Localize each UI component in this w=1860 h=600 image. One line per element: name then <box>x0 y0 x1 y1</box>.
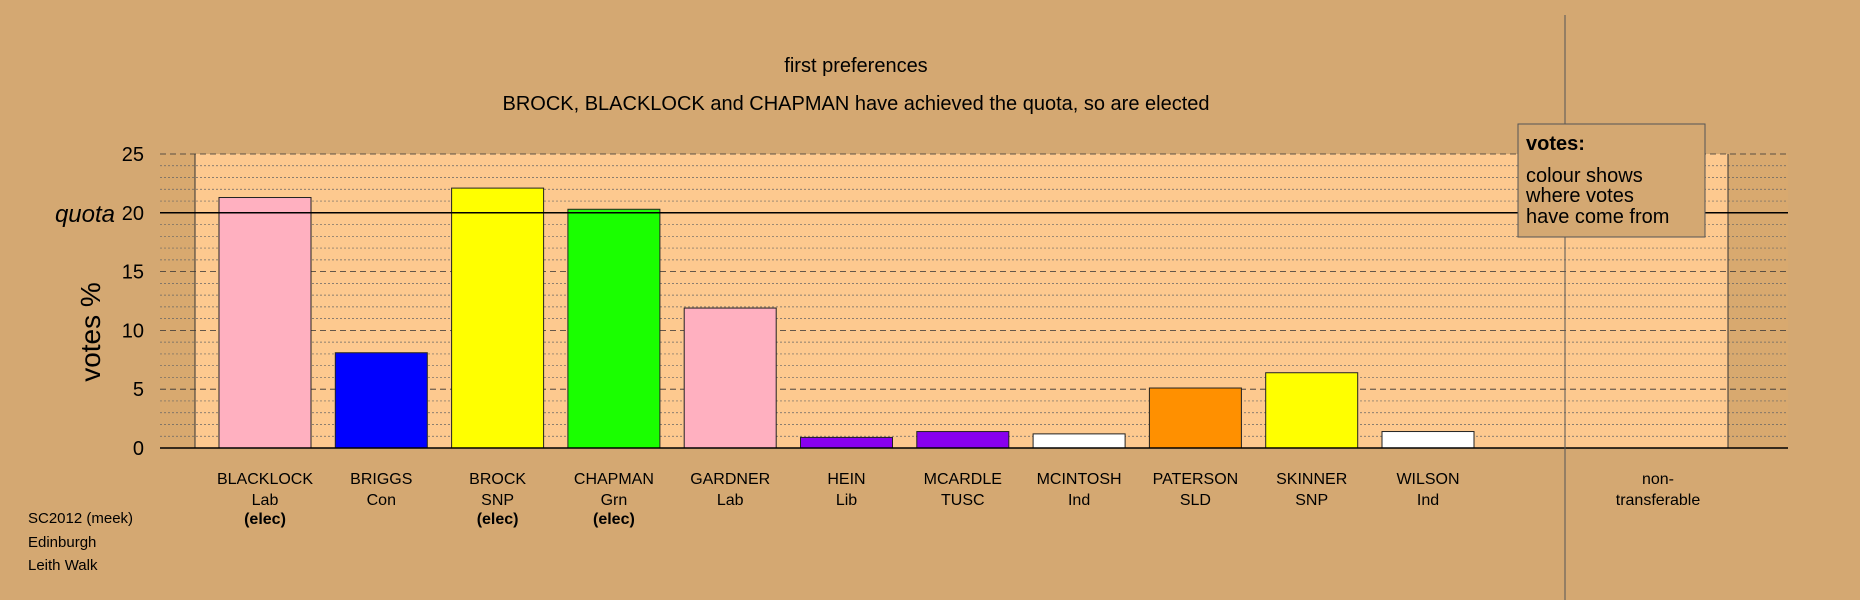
y-tick-label: 15 <box>122 262 144 284</box>
x-tick-label: MCARDLE <box>924 471 1002 488</box>
chart-subtitle: BROCK, BLACKLOCK and CHAPMAN have achiev… <box>502 93 1209 115</box>
chart-title: first preferences <box>784 55 927 77</box>
x-tick-label: PATERSON <box>1153 471 1239 488</box>
party-label: Ind <box>1417 492 1439 509</box>
party-label: Ind <box>1068 492 1090 509</box>
bar-blacklock <box>218 197 312 449</box>
nontransferable-label: transferable <box>1616 492 1701 509</box>
legend-line: colour shows <box>1526 165 1643 187</box>
plot-side-panel <box>1728 154 1788 448</box>
legend-title: votes: <box>1526 133 1585 155</box>
bar-paterson <box>1148 387 1242 449</box>
party-label: Con <box>367 492 396 509</box>
bar-briggs <box>334 352 428 449</box>
x-tick-label: GARDNER <box>690 471 770 488</box>
nontransferable-label: non- <box>1642 471 1674 488</box>
x-tick-label: BLACKLOCK <box>217 471 313 488</box>
y-tick-label: 20 <box>122 203 144 225</box>
bar-brock <box>451 187 545 449</box>
elected-label: (elec) <box>477 511 519 528</box>
y-tick-label: 5 <box>133 379 144 401</box>
plot-area: 0 5 10 15 20 25 quota BLACKLOCK Lab (elec) BRIGGS C… <box>55 15 1788 600</box>
x-tick-label: WILSON <box>1396 471 1459 488</box>
quota-label: quota <box>55 201 115 228</box>
y-tick-label: 10 <box>122 320 144 342</box>
x-tick-label: MCINTOSH <box>1037 471 1122 488</box>
y-axis-label: votes % <box>75 282 106 382</box>
x-tick-label: BRIGGS <box>350 471 412 488</box>
y-tick-label: 25 <box>122 144 144 166</box>
bar-skinner <box>1265 372 1359 449</box>
party-label: SLD <box>1180 492 1211 509</box>
bar-hein <box>800 436 893 449</box>
y-tick-label: 0 <box>133 438 144 460</box>
bar-gardner <box>683 307 777 449</box>
party-label: SNP <box>481 492 514 509</box>
party-label: Lib <box>836 492 857 509</box>
council-label: Edinburgh <box>28 534 97 551</box>
plot-side-panel <box>160 154 195 448</box>
legend-line: have come from <box>1526 206 1669 228</box>
party-label: Lab <box>717 492 744 509</box>
legend: votes: colour shows where votes have com… <box>1517 123 1706 238</box>
x-tick-label: BROCK <box>469 471 526 488</box>
x-tick-label: HEIN <box>827 471 865 488</box>
plot-background <box>195 154 1728 448</box>
elected-label: (elec) <box>593 511 635 528</box>
elected-label: (elec) <box>244 511 286 528</box>
bar-wilson <box>1381 431 1475 449</box>
legend-box <box>1517 123 1706 238</box>
legend-line: where votes <box>1525 185 1634 207</box>
election-label: SC2012 (meek) <box>28 510 134 527</box>
party-label: SNP <box>1295 492 1328 509</box>
party-label: Grn <box>601 492 628 509</box>
bar-chapman <box>567 208 661 449</box>
ward-label: Leith Walk <box>28 557 98 574</box>
party-label: TUSC <box>941 492 985 509</box>
x-tick-label: SKINNER <box>1276 471 1347 488</box>
bar-mcintosh <box>1032 433 1126 449</box>
party-label: Lab <box>252 492 279 509</box>
x-tick-label: CHAPMAN <box>574 471 654 488</box>
bar-mcardle <box>916 431 1010 449</box>
